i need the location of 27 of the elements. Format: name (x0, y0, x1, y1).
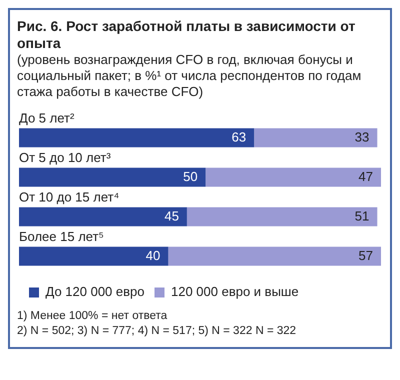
y-tick-label: Более 15 лет⁵ (19, 228, 104, 244)
bar (254, 128, 378, 148)
bar (19, 207, 187, 226)
data-label: 33 (354, 129, 370, 144)
legend-label: До 120 000 евро (46, 284, 144, 300)
bar (19, 246, 168, 266)
data-label: 47 (358, 168, 373, 184)
text: 1) Менее 100% = нет ответа (17, 309, 168, 324)
bar (186, 207, 378, 226)
data-label: 57 (358, 248, 373, 263)
bar (206, 168, 381, 187)
text: 2) N = 502; 3) N = 777; 4) N = 517; 5) N = 322 N = 322 (17, 324, 298, 339)
data-label: 45 (164, 208, 179, 224)
y-tick-label: До 5 лет² (19, 110, 75, 126)
data-label: 50 (183, 168, 198, 184)
bar (19, 128, 254, 148)
bar (19, 168, 206, 187)
data-label: 51 (354, 208, 370, 224)
data-label: 63 (232, 129, 246, 144)
chart-title: Рис. 6. Рост заработной платы в зависимости от опыта (17, 18, 356, 52)
legend-label: 120 000 евро и выше (170, 284, 299, 300)
y-tick-label: От 10 до 15 лет⁴ (19, 189, 120, 204)
data-label: 40 (146, 248, 160, 263)
card-frame: Рис. 6. Рост заработной платы в зависимости от опыта (уровень вознаграждения CFO в год, включая бонусы и социальный пакет; в %¹ от числа респондентов по годам стажа работы в качестве CFO) До 120 000 евро 120 000 евро и выше До 5 лет² От 5 до 10 лет³ От 10 до 15 лет⁴ Более 15 лет⁵ 63 50 45 40 33 47 51 57 1) Менее 100% = нет ответа 2) N = 502; 3) N = 777; 4) N = 517; 5) N = 322 N = 322 (8, 8, 392, 349)
chart-subtitle: (уровень вознаграждения CFO в год, включая бонусы и социальный пакет; в %¹ от числа респондентов по годам стажа работы в качестве CFO) (17, 52, 362, 100)
bar (168, 246, 381, 266)
y-tick-label: От 5 до 10 лет³ (19, 150, 112, 165)
